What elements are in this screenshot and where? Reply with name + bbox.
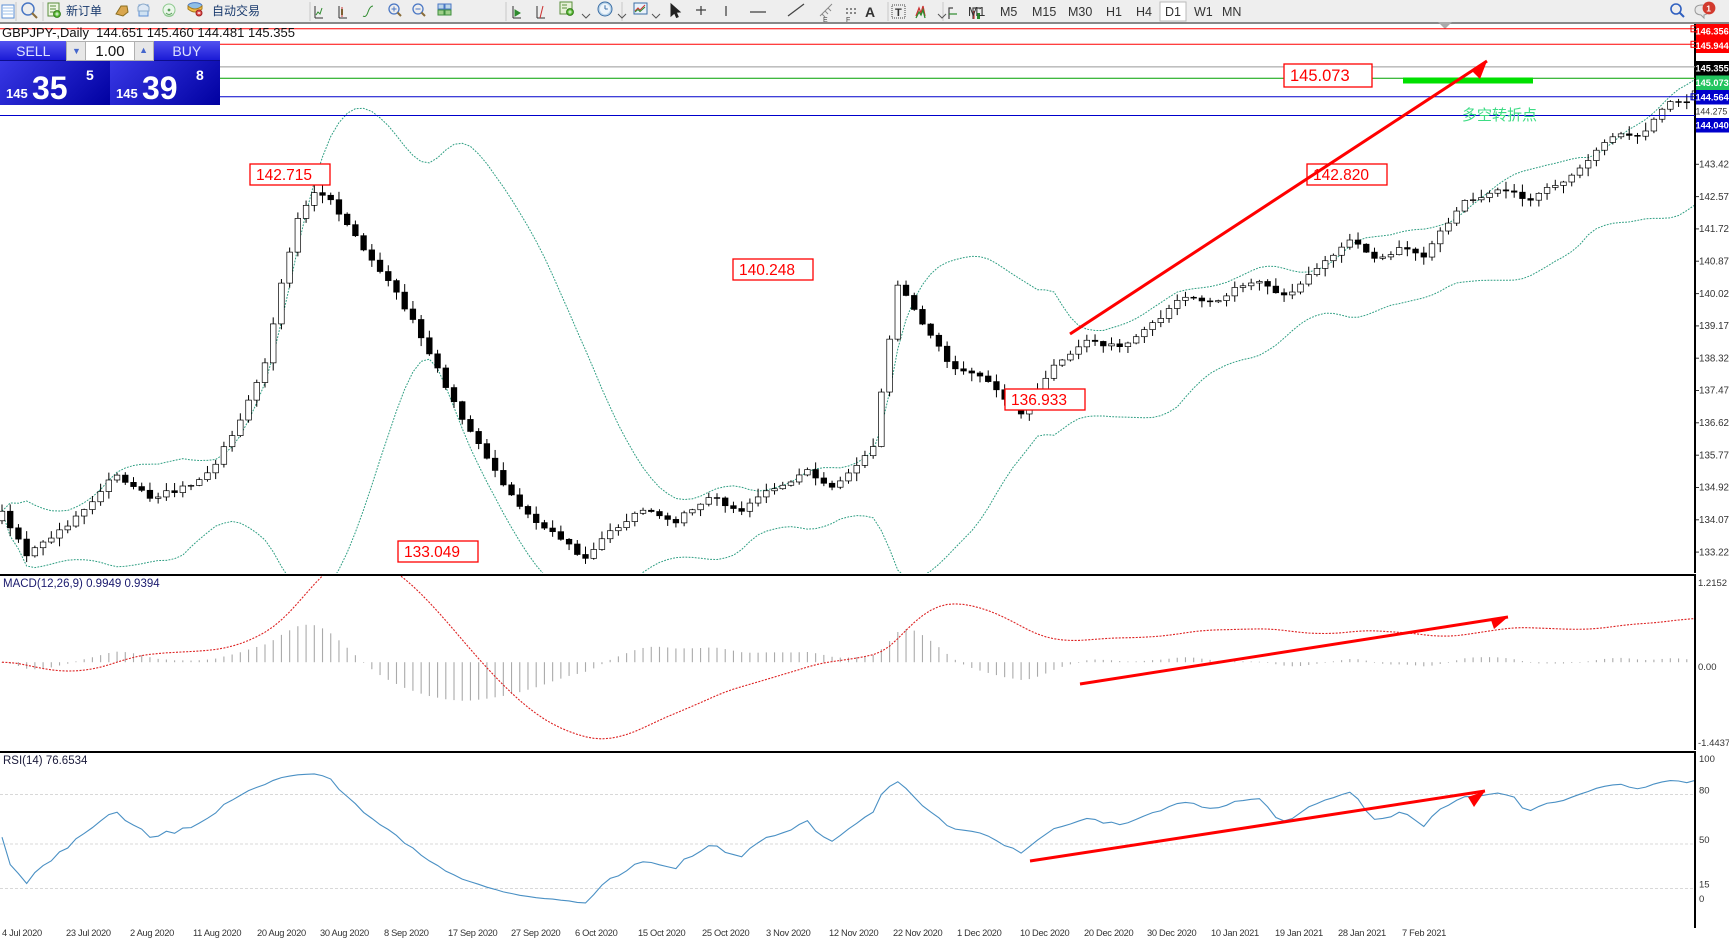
svg-text:17 Sep 2020: 17 Sep 2020 [448, 928, 498, 938]
svg-text:H4: H4 [1136, 5, 1152, 19]
svg-text:A: A [865, 4, 875, 20]
svg-text:19 Jan 2021: 19 Jan 2021 [1275, 928, 1323, 938]
svg-text:自动交易: 自动交易 [212, 3, 260, 18]
svg-text:11 Aug 2020: 11 Aug 2020 [193, 928, 241, 938]
svg-text:2 Aug 2020: 2 Aug 2020 [130, 928, 174, 938]
svg-text:W1: W1 [1194, 5, 1213, 19]
svg-text:1.2152: 1.2152 [1698, 578, 1727, 589]
svg-text:M1: M1 [968, 5, 985, 19]
svg-text:50: 50 [1699, 835, 1710, 846]
svg-text:6 Oct 2020: 6 Oct 2020 [575, 928, 618, 938]
svg-text:4 Jul 2020: 4 Jul 2020 [2, 928, 42, 938]
svg-text:10 Dec 2020: 10 Dec 2020 [1020, 928, 1070, 938]
svg-text:141.725: 141.725 [1699, 224, 1729, 235]
svg-text:133.225: 133.225 [1699, 547, 1729, 558]
svg-text:143.425: 143.425 [1699, 160, 1729, 171]
svg-text:137.475: 137.475 [1699, 386, 1729, 397]
svg-text:23 Jul 2020: 23 Jul 2020 [66, 928, 111, 938]
svg-text:RSI(14) 76.6534: RSI(14) 76.6534 [3, 755, 88, 767]
svg-text:12 Nov 2020: 12 Nov 2020 [829, 928, 879, 938]
svg-text:新订单: 新订单 [66, 3, 102, 18]
svg-text:134.075: 134.075 [1699, 515, 1729, 526]
svg-text:20 Dec 2020: 20 Dec 2020 [1084, 928, 1134, 938]
svg-text:1 Dec 2020: 1 Dec 2020 [957, 928, 1002, 938]
svg-text:0.00: 0.00 [1698, 662, 1717, 673]
svg-text:140.025: 140.025 [1699, 289, 1729, 300]
svg-text:10 Jan 2021: 10 Jan 2021 [1211, 928, 1259, 938]
svg-text:MN: MN [1222, 5, 1241, 19]
svg-text:H1: H1 [1106, 5, 1122, 19]
svg-text:T: T [895, 7, 902, 19]
svg-text:136.625: 136.625 [1699, 418, 1729, 429]
svg-text:28 Jan 2021: 28 Jan 2021 [1338, 928, 1386, 938]
svg-text:7 Feb 2021: 7 Feb 2021 [1402, 928, 1446, 938]
svg-text:139.175: 139.175 [1699, 321, 1729, 332]
svg-text:25 Oct 2020: 25 Oct 2020 [702, 928, 749, 938]
svg-text:-1.4437: -1.4437 [1698, 738, 1729, 749]
svg-text:3 Nov 2020: 3 Nov 2020 [766, 928, 811, 938]
svg-text:15 Oct 2020: 15 Oct 2020 [638, 928, 685, 938]
svg-text:8 Sep 2020: 8 Sep 2020 [384, 928, 429, 938]
svg-text:134.925: 134.925 [1699, 483, 1729, 494]
svg-text:15: 15 [1699, 880, 1710, 891]
svg-text:20 Aug 2020: 20 Aug 2020 [257, 928, 306, 938]
svg-text:80: 80 [1699, 786, 1710, 797]
svg-text:140.875: 140.875 [1699, 256, 1729, 267]
svg-text:30 Aug 2020: 30 Aug 2020 [320, 928, 369, 938]
svg-text:27 Sep 2020: 27 Sep 2020 [511, 928, 561, 938]
svg-text:MACD(12,26,9) 0.9949 0.9394: MACD(12,26,9) 0.9949 0.9394 [3, 578, 160, 590]
svg-text:138.325: 138.325 [1699, 353, 1729, 364]
svg-text:22 Nov 2020: 22 Nov 2020 [893, 928, 943, 938]
svg-text:135.775: 135.775 [1699, 450, 1729, 461]
svg-text:M5: M5 [1000, 5, 1017, 19]
svg-text:M15: M15 [1032, 5, 1056, 19]
svg-text:D1: D1 [1165, 5, 1181, 19]
svg-text:1: 1 [1706, 3, 1711, 13]
svg-text:100: 100 [1699, 754, 1715, 765]
svg-text:M30: M30 [1068, 5, 1092, 19]
svg-text:30 Dec 2020: 30 Dec 2020 [1147, 928, 1197, 938]
svg-text:142.575: 142.575 [1699, 192, 1729, 203]
svg-text:0: 0 [1699, 894, 1704, 905]
